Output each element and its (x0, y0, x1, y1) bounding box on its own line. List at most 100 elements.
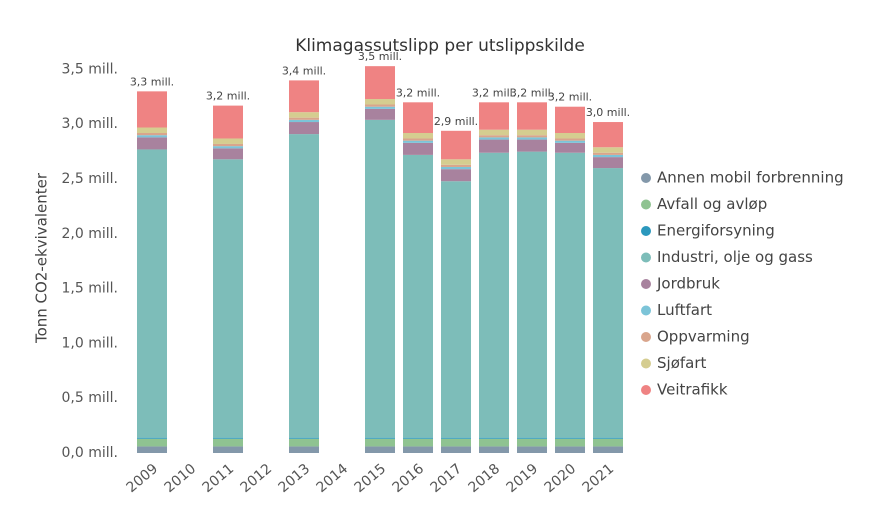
total-label: 3,2 mill. (548, 91, 592, 104)
total-label: 3,5 mill. (358, 50, 402, 63)
bar-segment (289, 122, 319, 135)
y-tick-label: 3,0 mill. (62, 116, 118, 132)
x-tick-label: 2021 (580, 461, 618, 496)
legend-marker (641, 385, 651, 395)
legend-label: Luftfart (657, 301, 712, 319)
bar-segment (555, 133, 585, 139)
bar-segment (137, 149, 167, 438)
bar-segment (441, 437, 471, 439)
x-tick-label: 2015 (352, 461, 390, 496)
bar-segment (517, 446, 547, 453)
y-tick-label: 2,0 mill. (62, 226, 118, 242)
legend-label: Oppvarming (657, 328, 750, 346)
bar-segment (289, 438, 319, 447)
bar-segment (555, 138, 585, 141)
bar-segment (593, 437, 623, 439)
bar-segment (289, 112, 319, 118)
bar-segment (213, 105, 243, 139)
bar-segment (365, 99, 395, 105)
bar-segment (213, 138, 243, 144)
legend-label: Annen mobil forbrenning (657, 169, 844, 187)
bar-segment (403, 140, 433, 143)
bar-segment (289, 446, 319, 453)
total-label: 3,0 mill. (586, 106, 630, 119)
bar-segment (441, 164, 471, 167)
legend-marker (641, 332, 651, 342)
bar-segment (289, 117, 319, 120)
legend-marker (641, 358, 651, 369)
bar-segment (593, 157, 623, 169)
bar-segment (441, 169, 471, 182)
bar-segment (365, 438, 395, 447)
bar-segment (213, 438, 243, 447)
bar-segment (213, 148, 243, 160)
x-tick-label: 2013 (276, 461, 314, 496)
bar-segment (479, 102, 509, 130)
bar-segment (289, 80, 319, 113)
x-tick-label: 2018 (466, 461, 504, 496)
bar-segment (213, 437, 243, 439)
bar-segment (289, 437, 319, 439)
x-tick-label: 2017 (428, 461, 466, 496)
y-tick-label: 1,0 mill. (62, 335, 118, 351)
bar-segment (403, 154, 433, 438)
bar-segment (517, 137, 547, 140)
bar-segment (365, 446, 395, 453)
bar-segment (517, 437, 547, 439)
bar-segment (137, 438, 167, 447)
total-label: 3,2 mill. (396, 86, 440, 99)
total-label: 3,4 mill. (282, 64, 326, 77)
bar-segment (555, 152, 585, 438)
bar-segment (403, 437, 433, 439)
bar-segment (517, 135, 547, 138)
y-axis-title: Tonn CO2-ekvivalenter (33, 172, 51, 344)
bar-segment (403, 102, 433, 133)
bar-segment (289, 119, 319, 123)
bar-segment (555, 438, 585, 447)
legend-label: Avfall og avløp (657, 195, 767, 213)
bar-segment (441, 181, 471, 438)
bar-segment (555, 446, 585, 453)
bar-segment (137, 127, 167, 133)
bar-segment (365, 106, 395, 109)
bar-segment (593, 446, 623, 453)
bar-segment (403, 142, 433, 155)
bar-segment (517, 438, 547, 447)
bar-segment (137, 137, 167, 150)
bar-segment (593, 168, 623, 438)
bar-segment (593, 122, 623, 148)
legend-label: Industri, olje og gass (657, 248, 813, 266)
bar-segment (403, 438, 433, 447)
bar-segment (213, 143, 243, 147)
x-tick-label: 2019 (504, 461, 542, 496)
bar-segment (403, 138, 433, 141)
bar-segment (479, 135, 509, 138)
x-tick-label: 2011 (200, 461, 238, 496)
x-tick-label: 2014 (314, 461, 352, 496)
bar-segment (479, 152, 509, 438)
x-tick-label: 2020 (542, 461, 580, 496)
bar-segment (479, 137, 509, 140)
legend-marker (641, 226, 651, 236)
bar-segment (555, 106, 585, 133)
bar-segment (555, 140, 585, 143)
bar-segment (517, 151, 547, 438)
bar-segment (517, 102, 547, 130)
bar-segment (555, 437, 585, 439)
bar-segment (137, 91, 167, 128)
bar-segment (479, 446, 509, 453)
bar-segment (365, 108, 395, 120)
bar-segment (441, 446, 471, 453)
bar-segment (213, 146, 243, 149)
bar-segment (593, 147, 623, 153)
bar-segment (137, 133, 167, 136)
legend-marker (641, 305, 651, 316)
bar-segment (137, 446, 167, 453)
x-tick-label: 2009 (124, 461, 162, 496)
legend-marker (641, 199, 651, 210)
bar-segment (137, 135, 167, 138)
legend-marker (641, 173, 651, 183)
bar-segment (365, 437, 395, 439)
total-label: 2,9 mill. (434, 115, 478, 128)
bar-segment (441, 130, 471, 160)
